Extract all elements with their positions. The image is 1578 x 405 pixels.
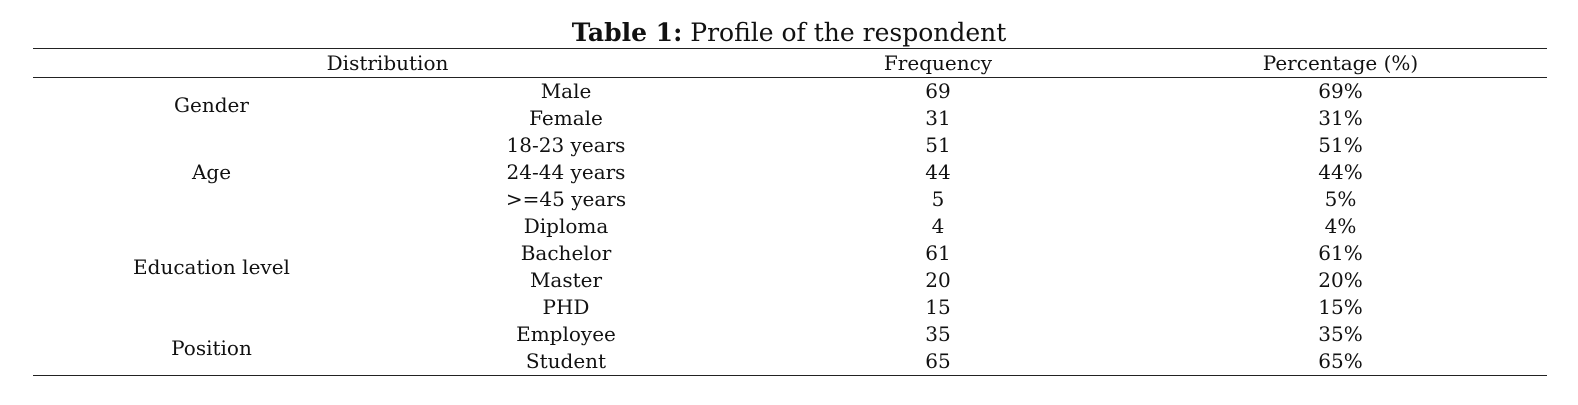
category-cell: 18-23 years: [506, 133, 626, 157]
table-row: Position Employee 35 35%: [33, 321, 1547, 376]
frequency-cell: 44: [925, 160, 951, 184]
table-row: Female 31 31%: [33, 105, 1547, 132]
table-row: >=45 years 5 5%: [33, 186, 1547, 213]
table-row: PHD 15 15%: [33, 294, 1547, 321]
header-percentage: Percentage (%): [1134, 48, 1548, 78]
percentage-cell: 44%: [1318, 160, 1363, 184]
group-label: Gender: [174, 92, 249, 117]
category-cell: Master: [529, 268, 603, 292]
category-cell: Male: [540, 79, 592, 103]
category-cell: PHD: [542, 295, 590, 319]
frequency-cell: 5: [931, 187, 945, 211]
category-cell: >=45 years: [505, 187, 627, 211]
table-caption-label: Table 1:: [571, 18, 683, 47]
category-cell: Bachelor: [520, 241, 612, 265]
percentage-cell: 69%: [1318, 79, 1363, 103]
header-distribution: Distribution: [33, 48, 743, 78]
table-header-row: Distribution Frequency Percentage (%): [33, 48, 1548, 78]
group-label: Education level: [133, 254, 290, 279]
category-cell: Student: [390, 348, 743, 376]
frequency-cell: 35: [925, 322, 951, 346]
percentage-cell: 61%: [1318, 241, 1363, 265]
category-cell: Employee: [516, 322, 616, 346]
frequency-cell: 4: [931, 214, 945, 238]
table-row: Age 18-23 years 51 51%: [33, 132, 1547, 184]
table-row: Gender Male 69 69%: [33, 78, 1547, 117]
header-frequency: Frequency: [742, 48, 1135, 78]
table-body: Gender Male 69 69% Female 31 31% Age 18-23 years…: [33, 78, 1548, 376]
percentage-cell: 20%: [1318, 268, 1363, 292]
percentage-cell: 65%: [1134, 348, 1548, 376]
percentage-cell: 35%: [1318, 322, 1363, 346]
frequency-cell: 65: [742, 348, 1135, 376]
group-label: Position: [33, 321, 390, 376]
table-caption-text: Profile of the respondent: [682, 18, 1007, 47]
percentage-cell: 4%: [1324, 214, 1357, 238]
table-row: 24-44 years 44 44%: [33, 159, 1547, 186]
category-cell: Female: [529, 106, 603, 130]
table-caption: Table 1: Profile of the respondent: [0, 16, 1578, 50]
profile-table-container: Distribution Frequency Percentage (%) Ge…: [33, 48, 1548, 376]
percentage-cell: 15%: [1318, 295, 1363, 319]
percentage-cell: 51%: [1318, 133, 1363, 157]
category-cell: 24-44 years: [506, 160, 626, 184]
frequency-cell: 61: [925, 241, 951, 265]
table-row: Student 65 65%: [33, 348, 1548, 376]
frequency-cell: 51: [925, 133, 951, 157]
group-label: Age: [191, 160, 232, 184]
frequency-cell: 69: [925, 79, 951, 103]
profile-table: Distribution Frequency Percentage (%) Ge…: [33, 48, 1548, 376]
frequency-cell: 20: [925, 268, 951, 292]
table-row: Education level Diploma 4 4%: [33, 213, 1547, 279]
table-row: Bachelor 61 61%: [33, 240, 1547, 267]
category-cell: Diploma: [523, 214, 609, 238]
frequency-cell: 31: [925, 106, 951, 130]
table-row: Master 20 20%: [33, 267, 1547, 294]
percentage-cell: 31%: [1318, 106, 1363, 130]
percentage-cell: 5%: [1324, 187, 1357, 211]
frequency-cell: 15: [925, 295, 951, 319]
